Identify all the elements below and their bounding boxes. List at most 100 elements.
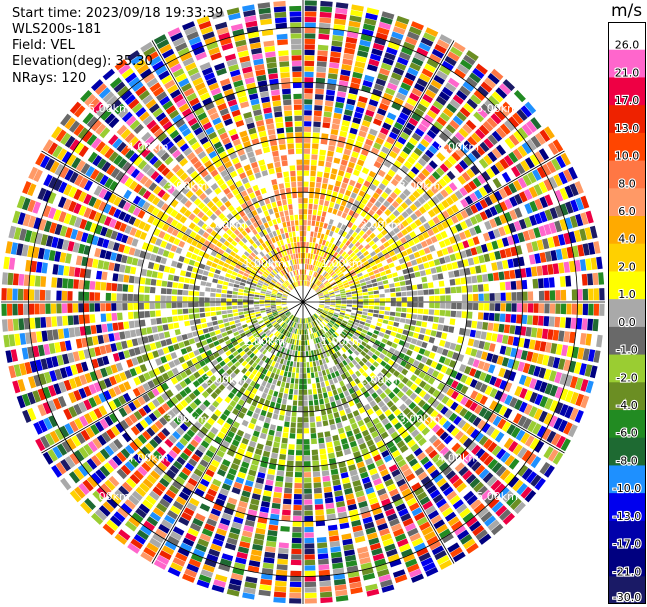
range-gate bbox=[341, 120, 351, 127]
range-gate bbox=[472, 177, 482, 188]
range-gate bbox=[560, 289, 567, 301]
range-gate bbox=[303, 428, 310, 434]
range-gate bbox=[356, 347, 363, 353]
range-gate bbox=[362, 23, 376, 32]
range-gate bbox=[330, 342, 335, 348]
range-gate bbox=[326, 89, 336, 96]
range-gate bbox=[469, 72, 482, 84]
range-gate bbox=[304, 504, 313, 511]
range-gate bbox=[300, 351, 303, 357]
range-gate bbox=[446, 218, 454, 227]
range-gate bbox=[422, 283, 429, 289]
range-gate bbox=[351, 77, 362, 85]
range-gate bbox=[334, 445, 342, 452]
range-gate bbox=[290, 422, 296, 428]
range-gate bbox=[469, 192, 478, 203]
range-gate bbox=[225, 326, 232, 331]
range-gate bbox=[274, 436, 281, 443]
range-gate bbox=[383, 454, 393, 463]
range-gate bbox=[390, 431, 399, 440]
range-gate bbox=[102, 334, 110, 343]
range-gate bbox=[193, 302, 199, 308]
range-gate bbox=[316, 537, 327, 543]
range-gate bbox=[503, 408, 513, 419]
range-gate bbox=[304, 33, 316, 39]
range-gate bbox=[321, 133, 329, 140]
range-gate bbox=[362, 364, 369, 371]
range-gate bbox=[296, 340, 299, 346]
range-gate bbox=[122, 284, 129, 292]
range-gate bbox=[575, 213, 584, 227]
range-gate bbox=[450, 73, 463, 84]
range-gate bbox=[421, 68, 434, 78]
range-gate bbox=[311, 350, 314, 356]
range-gate bbox=[463, 538, 476, 550]
range-gate bbox=[538, 410, 548, 423]
range-gate bbox=[521, 123, 533, 136]
range-gate bbox=[318, 305, 325, 308]
range-gate bbox=[535, 132, 546, 145]
range-gate bbox=[515, 429, 526, 441]
range-gate bbox=[429, 302, 435, 309]
range-gate bbox=[372, 361, 380, 368]
range-gate bbox=[506, 494, 518, 507]
range-gate bbox=[342, 238, 348, 244]
range-gate bbox=[128, 311, 134, 320]
range-gate bbox=[364, 213, 372, 221]
range-gate bbox=[335, 278, 341, 283]
range-gate bbox=[330, 327, 336, 333]
range-gate bbox=[264, 484, 273, 492]
range-gate bbox=[368, 170, 377, 178]
range-gate bbox=[298, 395, 303, 401]
range-gate bbox=[248, 302, 254, 305]
range-gate bbox=[475, 350, 483, 359]
range-gate bbox=[330, 354, 336, 361]
range-gate bbox=[358, 44, 370, 53]
range-gate bbox=[374, 247, 381, 254]
range-gate bbox=[369, 225, 376, 232]
range-gate bbox=[577, 289, 583, 301]
range-gate bbox=[324, 306, 330, 309]
range-gate bbox=[341, 347, 347, 353]
range-gate bbox=[369, 324, 376, 329]
range-gate bbox=[321, 211, 327, 217]
range-gate bbox=[372, 313, 379, 318]
range-gate bbox=[479, 383, 488, 393]
range-gate bbox=[487, 322, 494, 331]
range-gate bbox=[344, 109, 353, 117]
range-gate bbox=[472, 284, 478, 293]
range-gate bbox=[205, 312, 211, 317]
range-gate bbox=[368, 295, 374, 299]
range-gate bbox=[308, 275, 312, 282]
range-gate bbox=[447, 77, 460, 88]
range-gate bbox=[349, 127, 358, 135]
range-gate bbox=[188, 259, 196, 266]
range-gate bbox=[433, 258, 441, 266]
range-gate bbox=[475, 245, 483, 254]
range-gate bbox=[241, 419, 249, 427]
range-gate bbox=[314, 278, 318, 284]
range-gate bbox=[304, 27, 316, 34]
range-gate bbox=[504, 472, 515, 485]
range-gate bbox=[326, 324, 332, 329]
range-gate bbox=[435, 167, 445, 177]
range-gate bbox=[196, 324, 203, 330]
range-gate bbox=[316, 273, 321, 279]
range-gate bbox=[506, 97, 518, 110]
range-gate bbox=[489, 388, 498, 398]
range-gate bbox=[405, 336, 413, 343]
range-gate bbox=[317, 432, 324, 438]
range-gate bbox=[278, 542, 289, 549]
range-gate bbox=[289, 598, 302, 604]
range-gate bbox=[138, 303, 144, 310]
range-gate bbox=[420, 240, 428, 248]
range-gate bbox=[450, 310, 457, 318]
range-gate bbox=[333, 377, 339, 384]
range-gate bbox=[441, 332, 448, 340]
range-gate bbox=[504, 346, 512, 357]
range-gate bbox=[524, 157, 535, 169]
range-gate bbox=[531, 352, 539, 363]
range-gate bbox=[423, 393, 431, 402]
range-gate bbox=[340, 257, 346, 263]
range-gate bbox=[322, 271, 327, 277]
